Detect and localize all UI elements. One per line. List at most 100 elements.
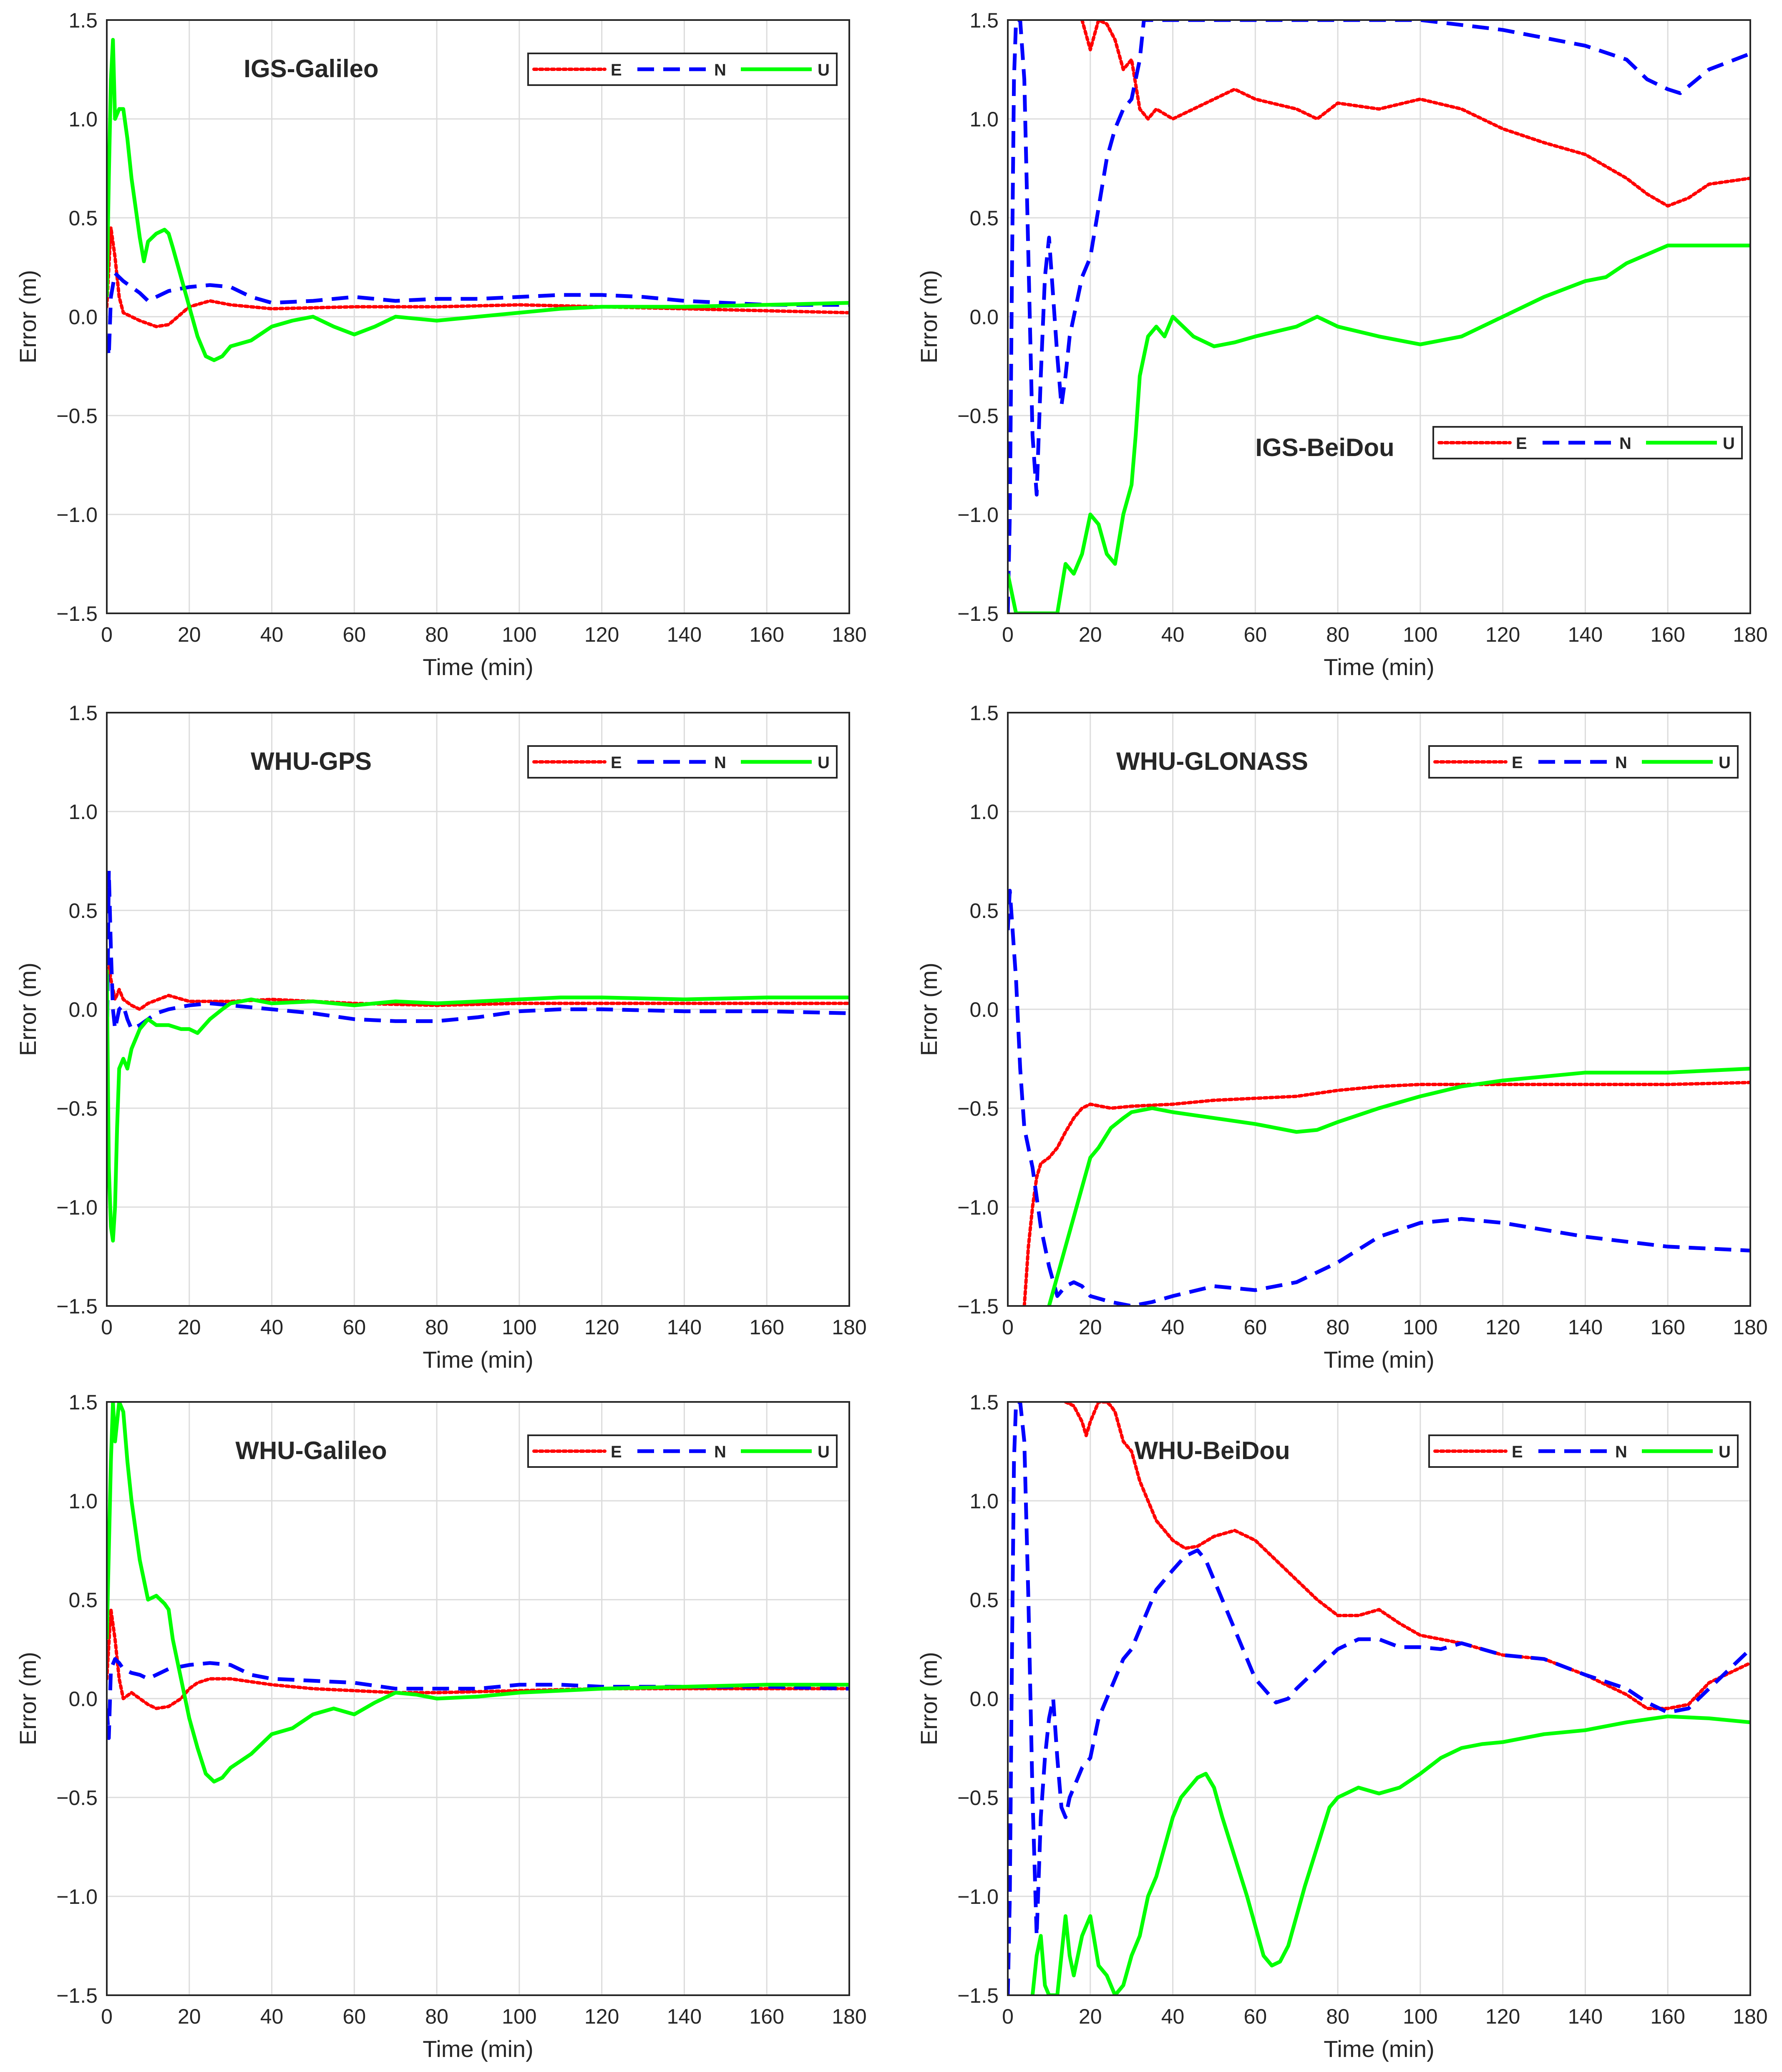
x-tick-label: 160 <box>750 1316 784 1339</box>
panel-title: WHU-GLONASS <box>1116 747 1308 775</box>
series-group <box>1008 889 1750 1306</box>
x-tick-label: 20 <box>178 2005 201 2028</box>
x-tick-label: 80 <box>425 1316 448 1339</box>
legend-label-n: N <box>1615 754 1627 772</box>
plot-frame <box>106 19 850 614</box>
series-group <box>107 38 849 362</box>
series-group <box>107 869 849 1243</box>
legend-label-e: E <box>1512 1443 1523 1461</box>
x-tick-label: 80 <box>1326 1316 1349 1339</box>
panel-whu-glonass: 0 20 40 60 80 100 120 140 160 180 −1.5 −1.0 −0.5 0.0 0… <box>916 701 1768 1373</box>
y-tick-label: 1.0 <box>969 800 999 824</box>
x-tick-label: 80 <box>1326 623 1349 646</box>
x-tick-label: 100 <box>1403 1316 1437 1339</box>
y-tick-label: 1.5 <box>68 9 98 32</box>
x-tick-label: 0 <box>101 2005 113 2028</box>
y-tick-label: 1.0 <box>68 108 98 131</box>
series-line-u <box>107 38 849 362</box>
x-tick-label: 180 <box>832 623 866 646</box>
y-tick-label: 1.0 <box>68 1490 98 1513</box>
y-tick-label: −1.0 <box>56 1885 98 1908</box>
series-line-e <box>1022 1081 1750 1306</box>
series-line-e <box>107 948 849 1011</box>
series-line-u <box>1030 1714 1750 1995</box>
y-tick-label: −1.5 <box>957 1984 999 2007</box>
x-tick-label: 160 <box>1651 2005 1685 2028</box>
x-tick-label: 120 <box>1485 1316 1520 1339</box>
panel-title: WHU-GPS <box>251 747 372 775</box>
y-tick-label: −1.5 <box>56 1295 98 1318</box>
x-tick-label: 20 <box>178 623 201 646</box>
x-axis-label: Time (min) <box>423 2036 533 2062</box>
legend-label-e: E <box>611 1443 622 1461</box>
y-axis-label: Error (m) <box>916 963 942 1056</box>
x-tick-label: 20 <box>1079 623 1102 646</box>
x-tick-label: 140 <box>1568 2005 1603 2028</box>
x-tick-label: 140 <box>667 2005 702 2028</box>
series-line-e <box>107 1608 849 1710</box>
x-tick-label: 60 <box>1244 1316 1267 1339</box>
x-tick-label: 160 <box>1651 623 1685 646</box>
x-tick-label: 60 <box>1244 623 1267 646</box>
legend-label-n: N <box>714 1443 726 1461</box>
series-line-n <box>107 869 849 1069</box>
x-axis-label: Time (min) <box>423 654 533 680</box>
series-line-n <box>1008 1402 1750 1995</box>
series-group <box>1008 20 1750 613</box>
legend-label-u: U <box>1719 1443 1731 1461</box>
y-tick-label: 0.5 <box>969 207 999 230</box>
x-tick-label: 100 <box>502 1316 536 1339</box>
x-tick-label: 60 <box>343 2005 366 2028</box>
x-tick-label: 180 <box>832 2005 866 2028</box>
plot-frame <box>106 1401 850 1996</box>
legend-label-e: E <box>1516 434 1527 453</box>
x-tick-label: 40 <box>1161 1316 1185 1339</box>
x-tick-label: 120 <box>584 623 619 646</box>
legend-label-u: U <box>818 754 830 772</box>
x-tick-label: 120 <box>584 2005 619 2028</box>
x-tick-label: 160 <box>750 2005 784 2028</box>
y-tick-label: 1.5 <box>68 701 98 725</box>
x-tick-label: 0 <box>1002 1316 1014 1339</box>
y-tick-label: −0.5 <box>957 1786 999 1810</box>
series-line-e <box>1080 20 1750 208</box>
y-axis-label: Error (m) <box>916 1652 942 1745</box>
panel-igs-beidou: 0 20 40 60 80 100 120 140 160 180 −1.5 −1.0 −0.5 0.0 0… <box>916 9 1768 680</box>
y-axis-label: Error (m) <box>15 1652 41 1745</box>
panel-title: IGS-Galileo <box>244 55 378 83</box>
y-tick-label: −1.0 <box>56 1196 98 1219</box>
y-tick-label: 0.0 <box>68 998 98 1021</box>
x-tick-label: 120 <box>1485 2005 1520 2028</box>
x-tick-label: 60 <box>1244 2005 1267 2028</box>
series-group <box>1008 1402 1750 1995</box>
x-tick-label: 140 <box>667 1316 702 1339</box>
legend-label-u: U <box>818 1443 830 1461</box>
y-tick-label: −0.5 <box>957 404 999 428</box>
y-tick-label: −0.5 <box>56 404 98 428</box>
legend-label-n: N <box>714 754 726 772</box>
y-tick-label: −1.0 <box>56 503 98 527</box>
y-tick-label: 0.5 <box>68 1588 98 1612</box>
series-line-e <box>1064 1402 1750 1710</box>
y-tick-label: 0.5 <box>969 1588 999 1612</box>
y-axis-label: Error (m) <box>15 270 41 363</box>
y-tick-label: −1.5 <box>957 1295 999 1318</box>
panel-title: WHU-BeiDou <box>1134 1437 1290 1465</box>
series-line-u <box>1008 243 1750 613</box>
panel-igs-galileo: 0 20 40 60 80 100 120 140 160 180 −1.5 −1.0 −0.5 0.0 0… <box>15 9 867 680</box>
plot-frame <box>1007 712 1751 1307</box>
series-line-n <box>1008 20 1750 613</box>
y-tick-label: 0.5 <box>68 899 98 923</box>
legend-label-n: N <box>714 61 726 79</box>
panel-title: IGS-BeiDou <box>1255 434 1394 461</box>
legend-label-e: E <box>611 61 622 79</box>
x-tick-label: 0 <box>101 1316 113 1339</box>
x-tick-label: 100 <box>1403 2005 1437 2028</box>
y-tick-label: 0.0 <box>969 998 999 1021</box>
y-tick-label: 1.5 <box>68 1391 98 1414</box>
legend-label-u: U <box>1723 434 1735 453</box>
legend-label-n: N <box>1619 434 1631 453</box>
x-tick-label: 80 <box>425 623 448 646</box>
